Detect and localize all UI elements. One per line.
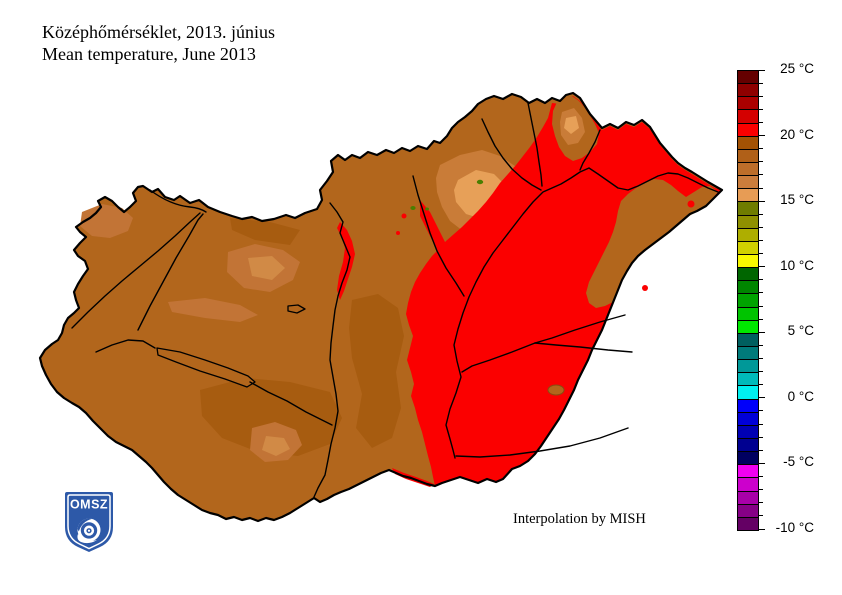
omsz-logo: OMSZ bbox=[64, 490, 114, 554]
colorbar-segment bbox=[738, 255, 758, 268]
colorbar-segment bbox=[738, 150, 758, 163]
colorbar-segment bbox=[738, 163, 758, 176]
red-spot-nyirseg2 bbox=[642, 285, 648, 291]
colorbar-segment bbox=[738, 294, 758, 307]
omsz-logo-text: OMSZ bbox=[70, 498, 108, 512]
colorbar-segment bbox=[738, 308, 758, 321]
colorbar-segment bbox=[738, 465, 758, 478]
colorbar-segment bbox=[738, 189, 758, 202]
colorbar-segment bbox=[738, 518, 758, 530]
colorbar-segment bbox=[738, 373, 758, 386]
temperature-colorbar bbox=[737, 70, 759, 531]
colorbar-segment bbox=[738, 268, 758, 281]
colorbar-segment bbox=[738, 452, 758, 465]
colorbar-segment bbox=[738, 176, 758, 189]
dark-patch-danube-valley bbox=[349, 294, 404, 448]
green-spot-matra bbox=[477, 180, 483, 184]
colorbar-segment bbox=[738, 137, 758, 150]
colorbar-segment bbox=[738, 413, 758, 426]
colorbar-segment bbox=[738, 505, 758, 518]
colorbar-segment bbox=[738, 281, 758, 294]
colorbar-segment bbox=[738, 110, 758, 123]
interpolation-credit: Interpolation by MISH bbox=[513, 511, 646, 528]
colorbar-segment bbox=[738, 84, 758, 97]
colorbar-segment bbox=[738, 216, 758, 229]
hungary-temperature-map bbox=[0, 0, 842, 595]
colorbar-segment bbox=[738, 478, 758, 491]
colorbar-segment bbox=[738, 124, 758, 137]
green-spot-cserhat2 bbox=[425, 208, 429, 211]
colorbar-segment bbox=[738, 321, 758, 334]
red-spot-west1 bbox=[402, 214, 407, 219]
colorbar-segment bbox=[738, 426, 758, 439]
red-spot-west2 bbox=[396, 231, 400, 235]
red-spot-nyirseg1 bbox=[688, 201, 695, 208]
colorbar-segment bbox=[738, 386, 758, 399]
colorbar-segment bbox=[738, 400, 758, 413]
colorbar-segment bbox=[738, 97, 758, 110]
green-spot-cserhat1 bbox=[410, 206, 415, 210]
colorbar-segment bbox=[738, 439, 758, 452]
colorbar-segment bbox=[738, 242, 758, 255]
colorbar-segment bbox=[738, 347, 758, 360]
colorbar-segment bbox=[738, 229, 758, 242]
weather-map-page: { "title": { "line1": "Középhőmérséklet,… bbox=[0, 0, 842, 595]
colorbar-segment bbox=[738, 360, 758, 373]
colorbar-segment bbox=[738, 71, 758, 84]
brown-spot-gyula bbox=[548, 385, 564, 395]
colorbar-segment bbox=[738, 334, 758, 347]
colorbar-segment bbox=[738, 492, 758, 505]
colorbar-segment bbox=[738, 202, 758, 215]
